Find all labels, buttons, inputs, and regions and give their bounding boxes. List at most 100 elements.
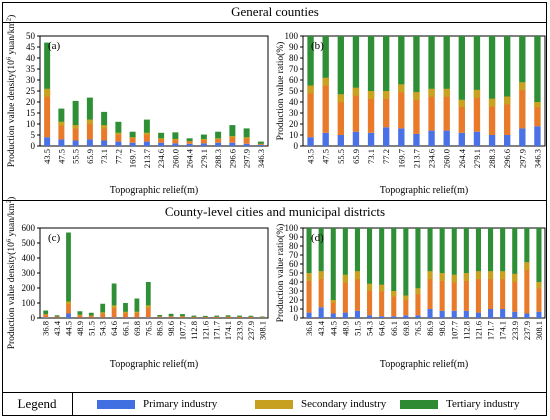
- y-tick-label-a-20: 20: [26, 97, 36, 107]
- x-tick-label-a-11: 279.1: [199, 149, 209, 168]
- bar-tertiary-c-18: [248, 315, 254, 317]
- bar-secondary-band-d-9: [415, 288, 421, 295]
- bar-secondary-a-1: [58, 121, 65, 140]
- x-tick-label-d-13: 112.8: [461, 321, 471, 340]
- bar-secondary-b-1: [322, 77, 329, 133]
- bar-secondary-band-c-2: [66, 301, 71, 305]
- bar-secondary-band-d-15: [488, 271, 494, 280]
- y-tick-label-d-30: 30: [289, 286, 299, 296]
- bar-primary-a-1: [58, 139, 65, 146]
- bar-secondary-c-8: [134, 311, 140, 318]
- legend-title: Legend: [2, 393, 73, 415]
- y-tick-label-c-200: 200: [22, 283, 36, 293]
- bar-primary-a-12: [215, 142, 222, 146]
- bar-secondary-band-b-3: [352, 87, 360, 96]
- bar-secondary-band-c-8: [134, 311, 140, 314]
- bar-primary-b-10: [458, 132, 465, 146]
- bar-primary-d-12: [451, 310, 457, 318]
- y-tick-label-a-5: 5: [31, 130, 36, 140]
- y-axis-label-c: Production value density(106 yuan/km2): [6, 197, 17, 350]
- legend-item-primary: Primary industry: [97, 398, 217, 410]
- bar-primary-b-7: [413, 133, 420, 146]
- legend-label-secondary: Secondary industry: [301, 398, 387, 410]
- bar-tertiary-d-14: [475, 228, 481, 272]
- bar-tertiary-a-4: [101, 111, 108, 126]
- bar-primary-c-2: [66, 313, 71, 318]
- bar-secondary-b-12: [488, 98, 496, 135]
- bar-tertiary-d-16: [500, 228, 506, 272]
- x-tick-label-a-10: 264.4: [185, 148, 195, 168]
- bar-secondary-band-a-5: [115, 132, 122, 135]
- panel-label-a: (a): [48, 40, 61, 52]
- bar-primary-b-3: [352, 131, 360, 146]
- bar-secondary-b-3: [352, 87, 360, 132]
- bar-secondary-band-d-2: [330, 300, 336, 303]
- x-tick-label-d-1: 43.4: [316, 320, 326, 336]
- bar-secondary-d-8: [403, 295, 409, 316]
- bar-secondary-d-9: [415, 288, 421, 316]
- y-tick-label-b-80: 80: [289, 53, 299, 63]
- bar-primary-d-11: [439, 310, 445, 318]
- bar-tertiary-c-3: [77, 311, 83, 315]
- bar-secondary-a-6: [129, 137, 136, 143]
- bar-secondary-band-d-4: [354, 271, 360, 280]
- bar-tertiary-a-0: [44, 42, 51, 89]
- y-tick-label-b-100: 100: [285, 31, 299, 41]
- y-tick-label-b-50: 50: [289, 86, 299, 96]
- bar-tertiary-a-1: [58, 108, 65, 122]
- y-tick-label-c-0: 0: [31, 313, 36, 323]
- x-tick-label-b-13: 296.6: [502, 149, 512, 168]
- panel-c: 0 100 200 300 400 500 600 36.8 43.4 44.5 48.9 51.5 5…: [0, 197, 275, 392]
- bar-secondary-a-4: [101, 125, 108, 141]
- bar-tertiary-b-8: [428, 36, 435, 89]
- bar-tertiary-b-6: [398, 36, 405, 85]
- bar-primary-c-0: [43, 317, 49, 318]
- bar-tertiary-b-15: [534, 36, 541, 102]
- x-tick-label-d-12: 107.7: [449, 321, 459, 340]
- bar-tertiary-a-14: [243, 128, 250, 138]
- bar-primary-b-1: [322, 132, 329, 146]
- bar-tertiary-d-2: [330, 228, 336, 300]
- bar-tertiary-d-11: [439, 228, 445, 273]
- x-tick-label-b-3: 65.9: [351, 149, 361, 164]
- bar-secondary-d-16: [500, 271, 506, 309]
- bar-tertiary-c-11: [168, 313, 174, 317]
- y-tick-label-b-20: 20: [289, 119, 299, 129]
- y-tick-label-d-70: 70: [289, 250, 299, 260]
- x-tick-label-c-6: 64.6: [109, 321, 119, 336]
- bar-secondary-a-2: [72, 125, 79, 141]
- x-tick-label-b-4: 73.1: [366, 149, 376, 164]
- panel-label-d: (d): [311, 232, 324, 244]
- legend-swatch-primary: [97, 399, 135, 409]
- x-tick-label-b-10: 264.4: [457, 148, 467, 168]
- y-tick-label-a-15: 15: [26, 108, 36, 118]
- bar-secondary-d-18: [524, 262, 530, 314]
- x-tick-label-c-14: 121.6: [200, 321, 210, 340]
- bar-secondary-band-c-0: [43, 314, 49, 315]
- x-tick-label-d-14: 121.6: [473, 321, 483, 340]
- x-tick-label-c-4: 51.5: [86, 321, 96, 336]
- bar-secondary-band-b-10: [458, 99, 465, 108]
- x-tick-label-a-2: 55.5: [71, 149, 81, 164]
- bar-secondary-a-12: [215, 138, 222, 143]
- y-tick-label-d-50: 50: [289, 268, 299, 278]
- y-tick-label-c-400: 400: [22, 253, 36, 263]
- bar-primary-d-13: [463, 310, 469, 318]
- bar-tertiary-c-16: [225, 315, 231, 317]
- x-tick-label-c-16: 174.1: [223, 321, 233, 340]
- x-tick-label-d-5: 54.3: [365, 321, 375, 336]
- x-tick-label-b-7: 213.7: [411, 149, 421, 168]
- bar-tertiary-b-14: [519, 36, 526, 83]
- bar-secondary-band-b-9: [443, 88, 450, 97]
- bar-secondary-d-5: [367, 283, 373, 316]
- x-tick-label-a-3: 65.9: [85, 149, 95, 164]
- x-tick-label-d-18: 237.9: [522, 321, 532, 340]
- y-tick-label-a-10: 10: [26, 119, 36, 129]
- bar-secondary-band-b-14: [519, 82, 526, 91]
- y-tick-label-d-100: 100: [285, 223, 299, 233]
- x-tick-label-d-19: 308.1: [534, 321, 544, 340]
- bar-secondary-band-b-12: [488, 98, 496, 107]
- y-tick-label-b-30: 30: [289, 108, 299, 118]
- bar-secondary-band-b-0: [307, 85, 314, 94]
